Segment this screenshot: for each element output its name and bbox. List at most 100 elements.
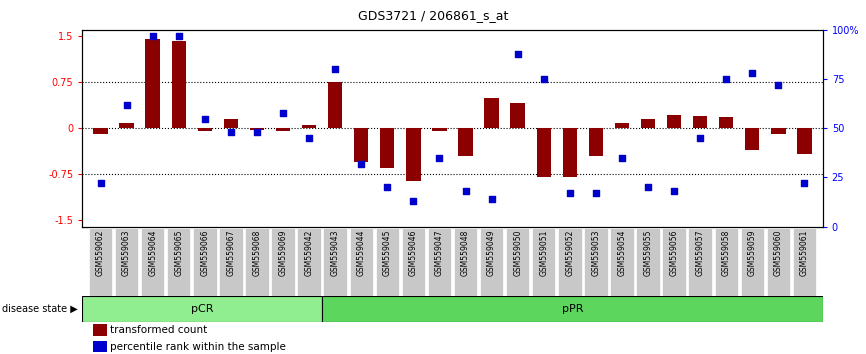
Bar bbox=[406, 128, 421, 181]
Bar bbox=[323, 228, 347, 296]
Text: GSM559064: GSM559064 bbox=[148, 229, 157, 276]
Text: GSM559047: GSM559047 bbox=[435, 229, 444, 276]
Text: GSM559066: GSM559066 bbox=[200, 229, 210, 276]
Text: transformed count: transformed count bbox=[110, 325, 208, 335]
Bar bbox=[223, 119, 238, 128]
Point bbox=[459, 188, 473, 194]
Bar bbox=[693, 116, 708, 128]
Bar bbox=[376, 228, 399, 296]
Bar bbox=[432, 128, 447, 131]
Bar bbox=[249, 128, 264, 130]
Point bbox=[798, 181, 811, 186]
Bar bbox=[458, 128, 473, 156]
Bar bbox=[82, 296, 322, 322]
Bar bbox=[454, 228, 477, 296]
Point bbox=[720, 76, 734, 82]
Bar bbox=[563, 128, 577, 177]
Bar bbox=[558, 228, 582, 296]
Bar bbox=[537, 128, 551, 177]
Text: GSM559065: GSM559065 bbox=[174, 229, 184, 276]
Text: GSM559059: GSM559059 bbox=[748, 229, 757, 276]
Bar bbox=[219, 228, 242, 296]
Point bbox=[224, 130, 238, 135]
Text: GSM559060: GSM559060 bbox=[774, 229, 783, 276]
Point bbox=[667, 188, 681, 194]
Point bbox=[406, 198, 420, 204]
Bar bbox=[141, 228, 165, 296]
Bar bbox=[197, 128, 212, 131]
Text: GSM559061: GSM559061 bbox=[800, 229, 809, 276]
Text: GSM559043: GSM559043 bbox=[331, 229, 339, 276]
Bar bbox=[484, 98, 499, 128]
Bar bbox=[115, 228, 139, 296]
Bar bbox=[89, 228, 113, 296]
Bar bbox=[792, 228, 816, 296]
Bar bbox=[322, 296, 823, 322]
Bar bbox=[328, 82, 342, 128]
Point bbox=[197, 116, 211, 121]
Text: GSM559068: GSM559068 bbox=[253, 229, 262, 276]
Text: GSM559048: GSM559048 bbox=[461, 229, 470, 276]
Text: GSM559052: GSM559052 bbox=[565, 229, 574, 276]
Bar bbox=[402, 228, 425, 296]
Point bbox=[537, 76, 551, 82]
Bar bbox=[798, 128, 811, 154]
Bar bbox=[245, 228, 268, 296]
Bar bbox=[510, 103, 525, 128]
Point bbox=[772, 82, 785, 88]
Text: GSM559050: GSM559050 bbox=[514, 229, 522, 276]
Point bbox=[615, 155, 629, 161]
Point bbox=[563, 190, 577, 196]
Bar bbox=[271, 228, 294, 296]
Point bbox=[276, 110, 290, 115]
Point bbox=[171, 33, 185, 39]
Bar bbox=[637, 228, 660, 296]
Point bbox=[589, 190, 603, 196]
Bar bbox=[171, 41, 186, 128]
Text: GSM559067: GSM559067 bbox=[226, 229, 236, 276]
Text: percentile rank within the sample: percentile rank within the sample bbox=[110, 342, 287, 352]
Text: GSM559055: GSM559055 bbox=[643, 229, 652, 276]
Text: GSM559051: GSM559051 bbox=[540, 229, 548, 276]
Bar bbox=[480, 228, 503, 296]
Bar bbox=[766, 228, 790, 296]
Point bbox=[485, 196, 499, 202]
Bar bbox=[94, 341, 107, 353]
Text: GSM559063: GSM559063 bbox=[122, 229, 131, 276]
Text: GSM559044: GSM559044 bbox=[357, 229, 365, 276]
Bar bbox=[506, 228, 529, 296]
Point bbox=[145, 33, 159, 39]
Bar bbox=[167, 228, 191, 296]
Bar bbox=[667, 115, 682, 128]
Text: GSM559058: GSM559058 bbox=[721, 229, 731, 276]
Bar bbox=[354, 128, 368, 162]
Bar bbox=[641, 119, 656, 128]
Text: GSM559057: GSM559057 bbox=[695, 229, 705, 276]
Text: GSM559053: GSM559053 bbox=[591, 229, 600, 276]
Point bbox=[328, 67, 342, 72]
Point bbox=[641, 184, 655, 190]
Point bbox=[302, 135, 316, 141]
Text: GSM559049: GSM559049 bbox=[487, 229, 496, 276]
Bar bbox=[94, 324, 107, 336]
Bar bbox=[714, 228, 738, 296]
Text: GSM559046: GSM559046 bbox=[409, 229, 418, 276]
Bar bbox=[193, 228, 216, 296]
Point bbox=[746, 70, 759, 76]
Text: GSM559069: GSM559069 bbox=[279, 229, 288, 276]
Bar bbox=[585, 228, 608, 296]
Bar bbox=[688, 228, 712, 296]
Bar bbox=[276, 128, 290, 131]
Point bbox=[380, 184, 394, 190]
Text: GSM559054: GSM559054 bbox=[617, 229, 626, 276]
Point bbox=[120, 102, 133, 108]
Bar bbox=[532, 228, 555, 296]
Bar bbox=[302, 125, 316, 128]
Bar bbox=[611, 228, 634, 296]
Text: pPR: pPR bbox=[562, 304, 583, 314]
Bar bbox=[772, 128, 785, 135]
Bar bbox=[719, 117, 734, 128]
Point bbox=[511, 51, 525, 57]
Point bbox=[694, 135, 708, 141]
Bar bbox=[589, 128, 603, 156]
